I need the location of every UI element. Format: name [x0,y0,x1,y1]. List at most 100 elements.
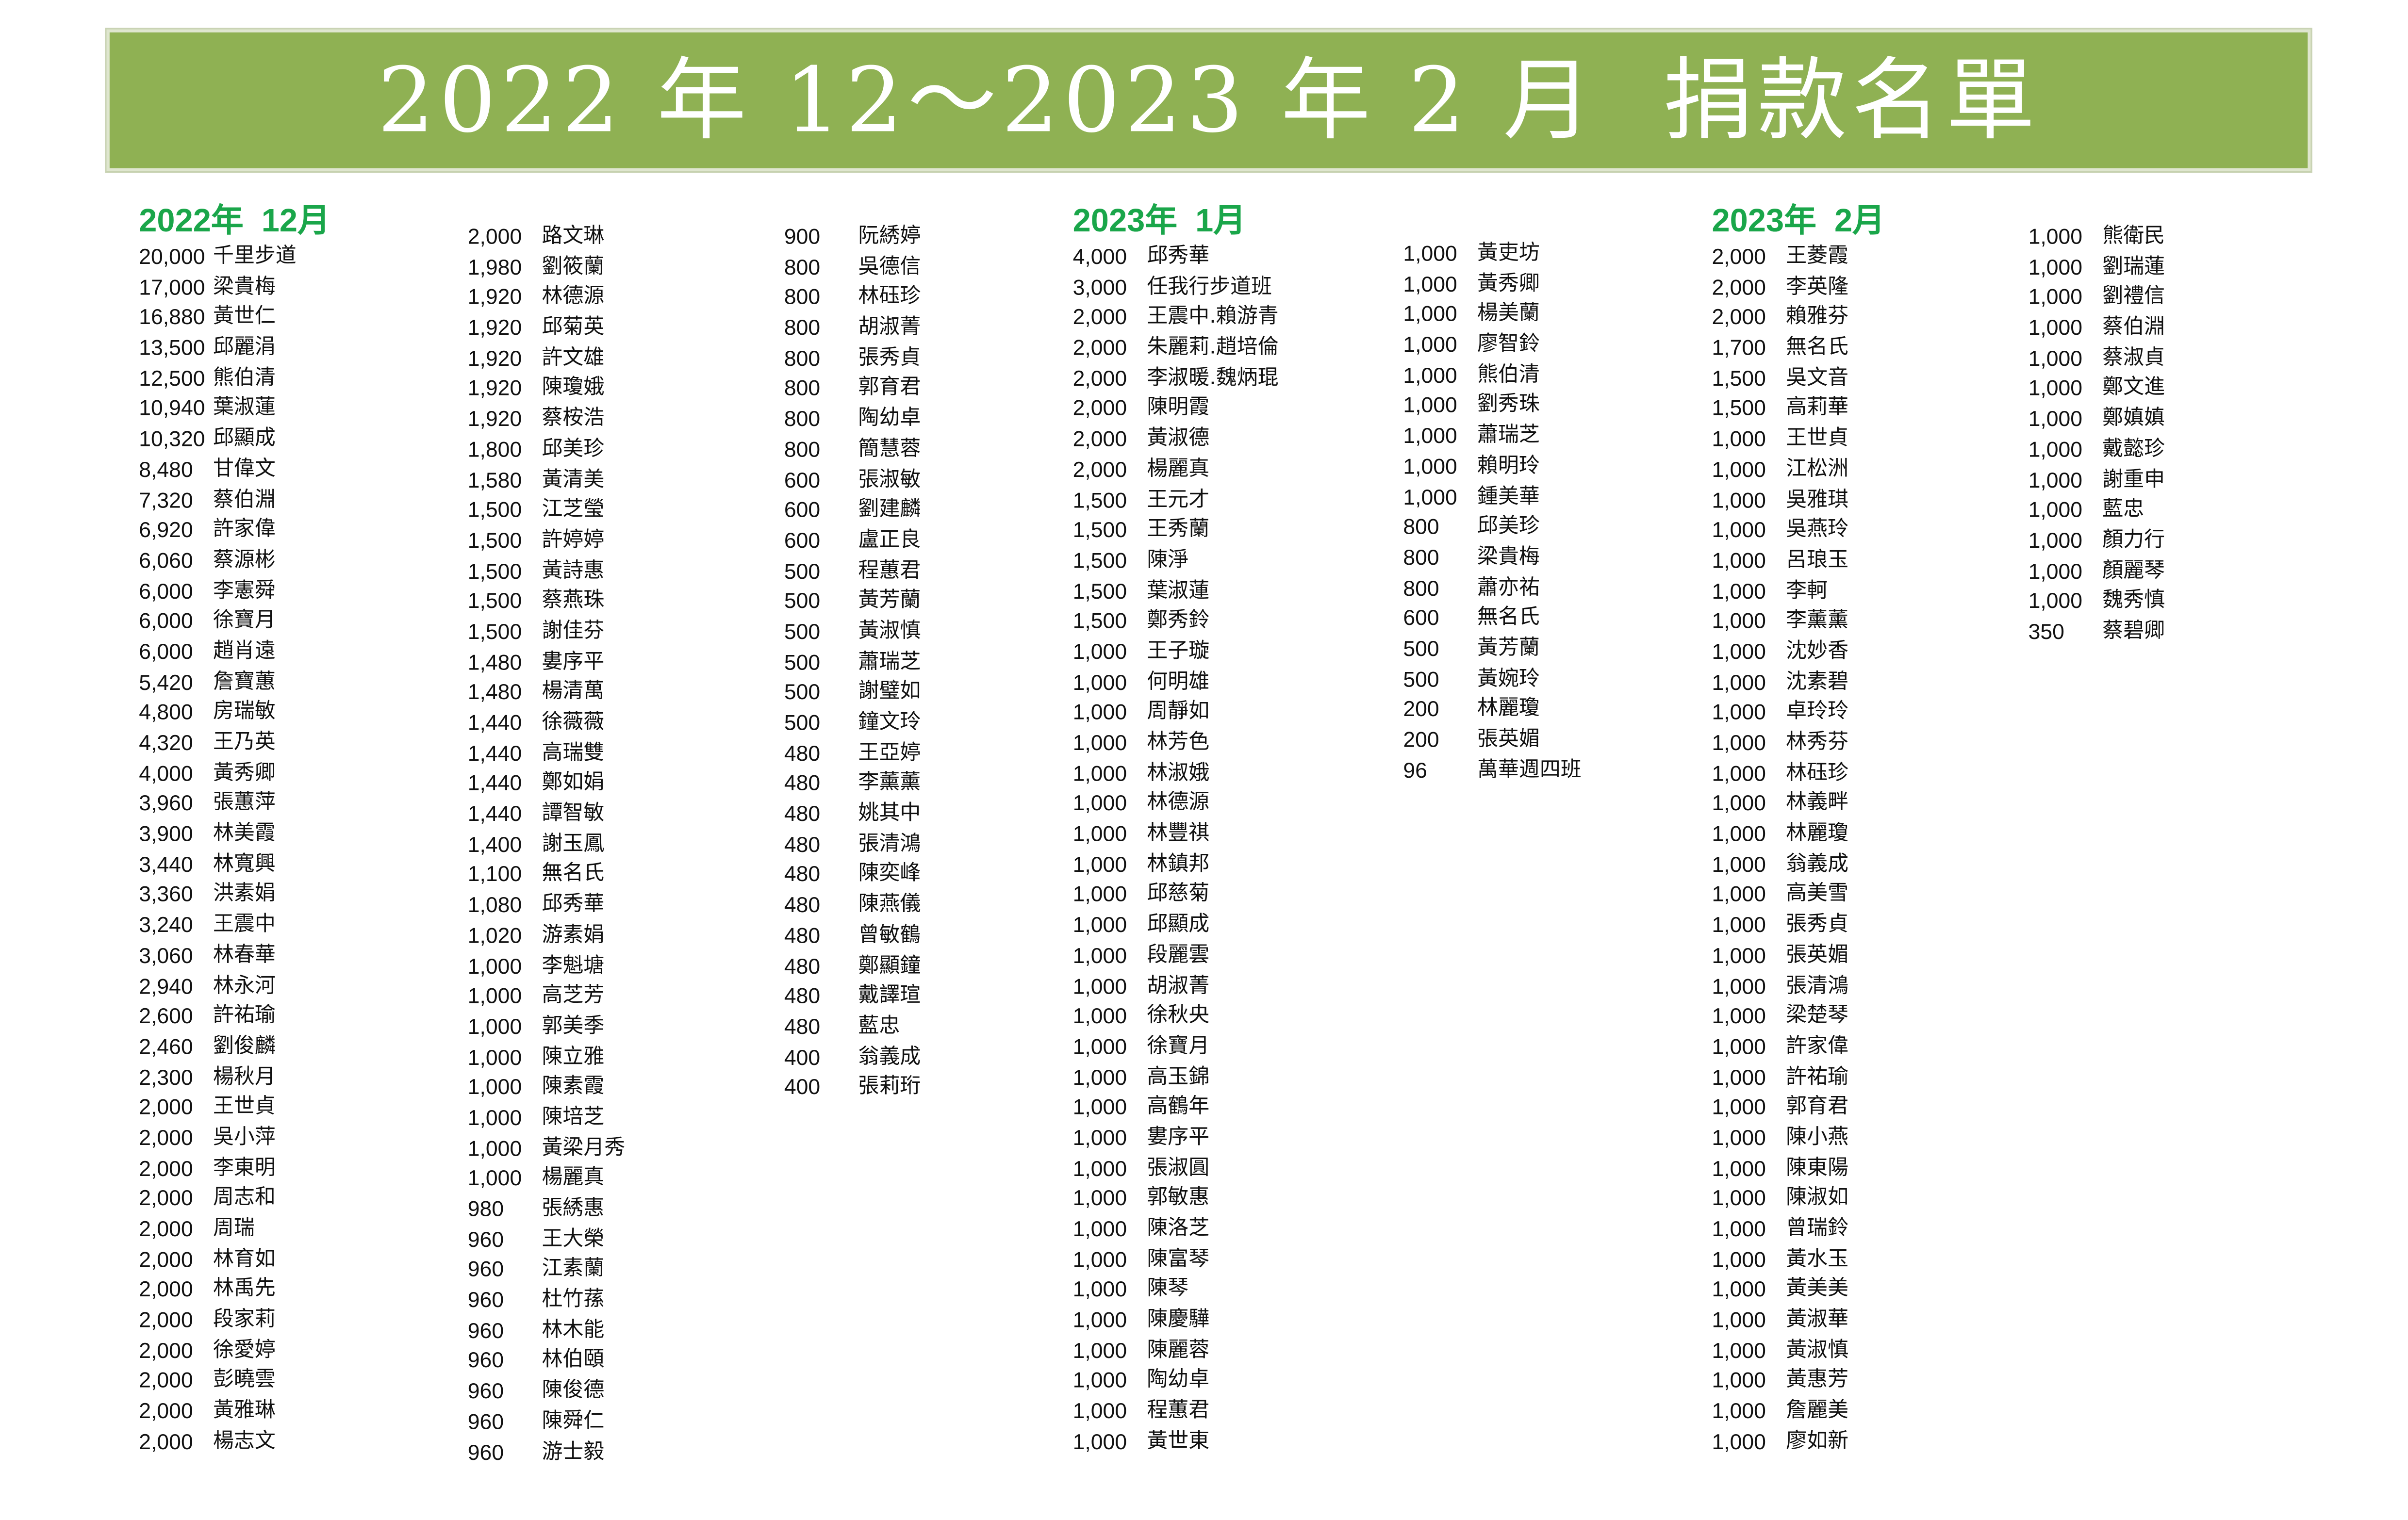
donor-name: 姚其中 [858,801,921,826]
donation-amount: 2,000 [139,1307,193,1332]
donor-row: 1,000 李薰薰 [1712,607,1885,637]
donation-amount: 6,920 [139,517,193,542]
donation-amount: 200 [1403,727,1439,752]
donor-name: 陳明霞 [1147,395,1210,421]
donation-amount: 500 [784,649,821,674]
donor-name: 許祐瑜 [1786,1064,1849,1089]
donor-name: 江芝瑩 [542,497,605,522]
donor-name: 熊伯清 [213,365,276,390]
donor-name: 劉瑞蓮 [2102,254,2165,279]
donor-row: 3,240 王震中 [139,911,330,941]
donation-amount: 3,360 [139,882,193,907]
donation-amount: 1,000 [1072,1307,1127,1332]
donor-row: 1,000 林豐祺 [1073,819,1246,850]
donor-name: 邱菊英 [542,315,605,340]
donor-name: 李淑暖.魏炳琨 [1147,365,1279,390]
donation-amount: 1,000 [1712,1094,1766,1119]
donor-name: 邱美珍 [542,436,605,461]
donation-amount: 1,000 [1712,1125,1766,1150]
donation-amount: 1,480 [467,679,522,704]
donation-amount: 1,000 [1403,271,1457,296]
donation-amount: 3,900 [139,821,193,846]
donor-name: 楊秋月 [213,1064,276,1089]
donation-amount: 1,500 [1072,487,1127,512]
donor-name: 戴譯瑄 [858,983,921,1008]
donation-amount: 5,420 [139,669,193,694]
donation-amount: 1,000 [2028,406,2083,431]
donor-name: 張清鴻 [858,831,921,856]
donor-name: 邱秀華 [542,892,605,917]
donation-amount: 1,000 [1712,487,1766,512]
donation-amount: 1,000 [1712,1246,1766,1271]
donation-amount: 1,000 [467,1135,522,1160]
donor-name: 黃淑慎 [858,619,921,644]
donor-name: 王菱霞 [1786,244,1849,269]
donation-amount: 1,000 [2028,345,2083,370]
donor-name: 吳德信 [858,254,921,279]
donor-row: 1,000 陳東陽 [1712,1154,1885,1184]
donor-name: 黃芳蘭 [1477,636,1540,661]
month-heading: 2023年 1月 [1072,203,1246,240]
donor-row: 1,000 陳麗蓉 [1073,1336,1246,1367]
donation-amount: 2,000 [139,1276,193,1302]
donor-row: 1,000 邱慈菊 [1073,880,1246,911]
donor-row: 2,000 周志和 [139,1184,330,1215]
donation-amount: 1,000 [1712,851,1766,876]
donor-name: 鄭嫃嫃 [2102,406,2165,431]
donation-amount: 960 [467,1257,504,1282]
donation-amount: 1,000 [1072,1216,1127,1241]
donor-row: 1,000 張清鴻 [1712,971,1885,1002]
donor-name: 吳燕玲 [1786,517,1849,542]
donation-amount: 1,000 [467,1044,522,1069]
donation-amount: 1,000 [1072,1368,1127,1393]
donation-amount: 2,300 [139,1064,193,1089]
donor-name: 黃淑德 [1147,426,1210,451]
donor-row: 1,000 王子璇 [1073,637,1246,668]
donation-amount: 600 [1403,605,1439,630]
donation-amount: 800 [1403,514,1439,539]
donor-name: 鄭顯鐘 [858,953,921,978]
donor-name: 楊美蘭 [1477,301,1540,327]
donation-amount: 2,000 [1072,304,1127,329]
donor-row: 2,000 王菱霞 [1712,242,1885,273]
donor-name: 婁序平 [1147,1125,1210,1150]
donation-amount: 480 [784,801,821,826]
donor-name: 魏秀慎 [2102,588,2165,613]
donor-name: 王秀蘭 [1147,517,1210,542]
donor-name: 黃婉玲 [1477,666,1540,691]
donor-name: 陳富琴 [1147,1246,1210,1271]
donor-name: 黃芳蘭 [858,588,921,613]
donor-name: 藍忠 [858,1013,900,1039]
donation-amount: 1,000 [2028,558,2083,583]
donor-name: 沈素碧 [1786,669,1849,694]
donor-row: 1,000 梁楚琴 [1712,1002,1885,1032]
donor-row: 1,000 高玉錦 [1073,1062,1246,1093]
donation-amount: 1,000 [1072,1428,1127,1454]
donor-name: 婁序平 [542,649,605,674]
donor-name: 謝璧如 [858,679,921,704]
donor-row: 2,000 周瑞 [139,1214,330,1245]
donor-name: 萬華週四班 [1477,757,1582,782]
donor-name: 彭曉雲 [213,1368,276,1393]
donor-name: 陳琴 [1147,1276,1189,1302]
donation-amount: 800 [784,436,821,461]
donor-name: 劉秀珠 [1477,392,1540,418]
donor-name: 黃美美 [1786,1276,1849,1302]
donation-amount: 1,480 [467,649,522,674]
donor-name: 林永河 [213,973,276,998]
donor-row: 1,000 張淑圓 [1073,1154,1246,1184]
donor-name: 陳奕峰 [858,862,921,887]
donor-name: 林育如 [213,1246,276,1271]
donor-name: 林砡珍 [1786,760,1849,785]
donation-amount: 3,240 [139,912,193,937]
donation-amount: 2,000 [1072,335,1127,360]
donor-name: 蔡燕珠 [542,588,605,613]
donor-name: 黃世東 [1147,1428,1210,1454]
donor-row: 2,000 楊麗真 [1073,455,1246,486]
month-heading: 2022年 12月 [139,203,330,240]
donor-name: 徐愛婷 [213,1337,276,1362]
donation-amount: 1,000 [1712,973,1766,998]
donation-amount: 1,000 [2028,497,2083,522]
donor-name: 林春華 [213,942,276,967]
